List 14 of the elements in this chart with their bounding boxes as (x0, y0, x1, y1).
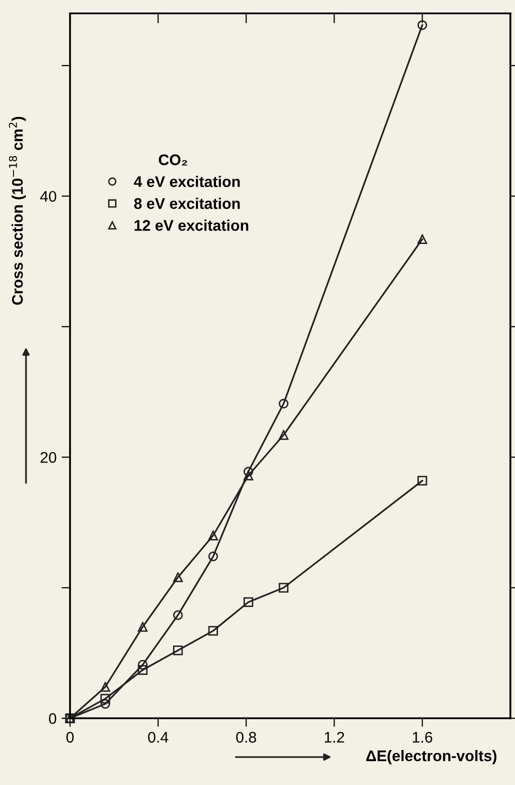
x-tick-label: 0.8 (236, 732, 256, 743)
x-axis-title: ΔE(electron-volts) (366, 750, 496, 764)
x-tick-label: 0.4 (148, 732, 168, 743)
x-tick-label: 0 (66, 732, 74, 743)
y-tick-label: 20 (40, 452, 56, 463)
y-tick-label: 0 (48, 713, 56, 724)
legend-label: 4 eV excitation (134, 176, 240, 188)
legend-title: CO₂ (158, 154, 188, 166)
legend-label: 8 eV excitation (134, 198, 240, 209)
x-tick-label: 1.2 (324, 732, 344, 743)
y-tick-label: 40 (40, 190, 56, 202)
legend-label: 12 eV excitation (134, 220, 248, 231)
x-tick-label: 1.6 (412, 732, 432, 743)
y-axis-title: Cross section (10$^{−18}$ cm$^{2}$) (8, 116, 26, 305)
